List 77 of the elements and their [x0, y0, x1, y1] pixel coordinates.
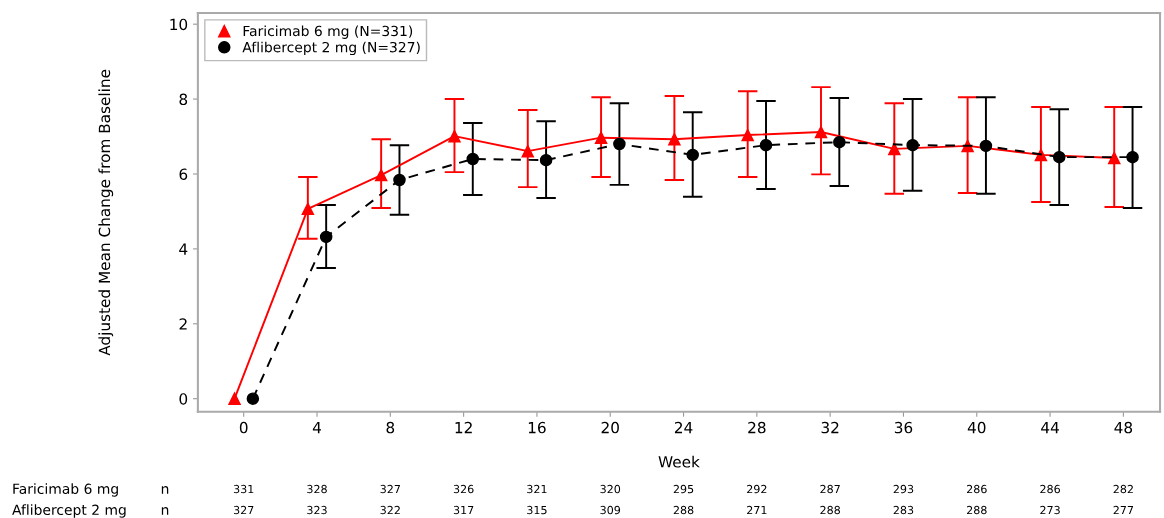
legend-label: Aflibercept 2 mg (N=327) [242, 41, 420, 56]
text: 292 [747, 484, 767, 494]
x-tick-label: 44 [1041, 422, 1059, 434]
text: 288 [966, 505, 987, 515]
text: 288 [673, 505, 694, 515]
point [448, 129, 461, 143]
text: 317 [453, 505, 474, 515]
text: 323 [307, 505, 327, 515]
x-tick-label: 20 [601, 421, 619, 434]
text: 286 [1040, 484, 1060, 494]
point [393, 173, 406, 187]
text: 331 [233, 484, 254, 494]
point [613, 137, 626, 151]
point [319, 230, 333, 244]
text: 282 [1113, 484, 1133, 494]
text: 322 [380, 505, 400, 515]
legend-label: Faricimab 6 mg (N=331) [243, 25, 413, 39]
text: 326 [453, 484, 474, 494]
x-tick-label: 4 [312, 422, 322, 434]
text: 327 [380, 484, 400, 494]
text: 315 [527, 505, 547, 515]
text: 283 [893, 505, 914, 515]
text: Faricimab 6 mg [13, 483, 118, 497]
point [686, 148, 699, 162]
x-tick-label: 36 [894, 421, 913, 434]
text: 321 [527, 484, 547, 494]
point [301, 202, 315, 216]
y-tick-label: 10 [170, 18, 188, 31]
point [374, 168, 388, 182]
text: 327 [233, 505, 254, 515]
x-tick-label: 40 [967, 421, 986, 434]
x-axis-title: Week [658, 455, 700, 468]
point [246, 392, 260, 405]
text: 287 [820, 484, 840, 494]
point [521, 144, 535, 158]
x-tick-label: 32 [821, 421, 839, 434]
text: 295 [673, 484, 694, 494]
text: 288 [820, 505, 840, 515]
x-tick-label: 12 [455, 421, 472, 434]
text: 328 [307, 484, 327, 494]
text: 309 [600, 505, 621, 515]
y-tick-label: 8 [179, 93, 188, 106]
text: 277 [1113, 505, 1134, 515]
point [466, 152, 480, 166]
point [833, 135, 846, 149]
point [539, 153, 553, 167]
text: 293 [893, 484, 914, 494]
text: 320 [600, 484, 621, 494]
point [1107, 151, 1121, 165]
text: 286 [966, 484, 987, 494]
y-tick-label: 2 [179, 318, 187, 330]
text: n [161, 507, 169, 515]
y-tick-label: 6 [179, 168, 188, 181]
point [906, 138, 919, 152]
x-tick-label: 0 [239, 421, 248, 434]
y-tick-label: 4 [179, 243, 188, 255]
point [741, 128, 754, 142]
y-axis-title: Adjusted Mean Change from Baseline [98, 69, 114, 356]
point [1052, 150, 1066, 164]
x-tick-label: 24 [674, 421, 693, 434]
point [1126, 150, 1139, 164]
x-tick-label: 16 [528, 421, 546, 434]
point [228, 392, 241, 405]
point [979, 139, 993, 153]
point [668, 132, 681, 146]
text: Aflibercept 2 mg [12, 504, 126, 518]
y-tick-label: 0 [179, 393, 188, 405]
point [888, 142, 901, 156]
point [594, 131, 608, 144]
point [814, 125, 828, 139]
text: 271 [747, 505, 767, 515]
text: n [161, 486, 169, 494]
x-tick-label: 8 [386, 421, 395, 434]
x-tick-label: 28 [748, 421, 766, 434]
text: 273 [1040, 505, 1060, 515]
point [759, 138, 773, 152]
x-tick-label: 48 [1114, 421, 1133, 434]
